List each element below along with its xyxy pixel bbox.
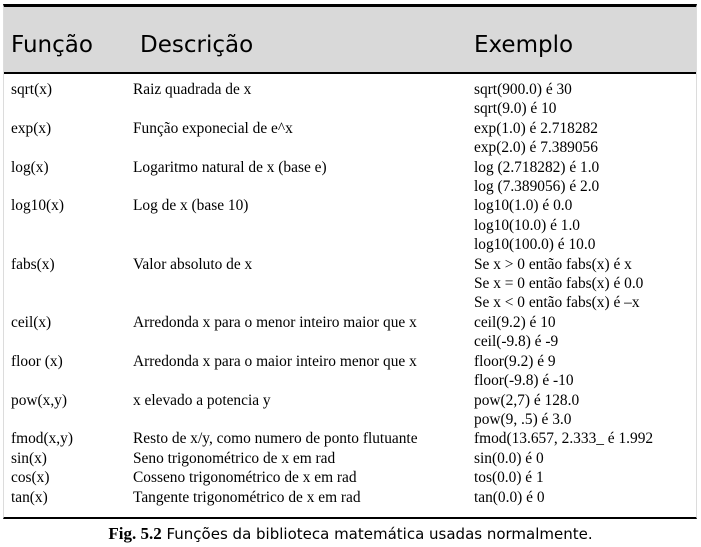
table-row: cos(x) Cosseno trigonométrico de x em rad… — [4, 468, 696, 487]
example-cell: exp(1.0) é 2.718282 exp(2.0) é 7.389056 — [467, 119, 696, 158]
example-cell: log10(1.0) é 0.0 log10(10.0) é 1.0 log10(1… — [467, 196, 696, 254]
function-cell: sin(x) — [11, 449, 47, 467]
table-body: sqrt(x) Raiz quadrada de x sqrt(900.0) é 3… — [4, 74, 696, 517]
math-functions-table: Função Descrição Exemplo sqrt(x) Raiz qua… — [3, 4, 697, 519]
function-cell: log(x) — [11, 158, 49, 176]
description-cell: Seno trigonométrico de x em rad — [133, 449, 336, 467]
caption-text: Funções da biblioteca matemática usadas … — [161, 525, 593, 543]
function-cell: log10(x) — [11, 197, 65, 215]
example-line: tos(0.0) é 1 — [474, 469, 544, 487]
table-row: fmod(x,y) Resto de x/y, como numero de po… — [4, 429, 696, 448]
example-line: log (2.718282) é 1.0 — [474, 158, 600, 176]
example-line: log (7.389056) é 2.0 — [474, 178, 600, 196]
function-cell: floor (x) — [11, 352, 63, 370]
example-line: log10(100.0) é 10.0 — [474, 236, 596, 254]
example-line: sin(0.0) é 0 — [474, 449, 544, 467]
example-line: floor(-9.8) é -10 — [474, 372, 574, 390]
example-cell: tos(0.0) é 1 — [467, 468, 696, 487]
table-row: fabs(x) Valor absoluto de x Se x > 0 então… — [4, 255, 696, 313]
example-line: pow(9, .5) é 3.0 — [474, 410, 572, 428]
example-line: Se x < 0 então fabs(x) é –x — [474, 294, 640, 312]
example-line: floor(9.2) é 9 — [474, 352, 556, 370]
example-cell: Se x > 0 então fabs(x) é x Se x = 0 então… — [467, 255, 696, 313]
function-cell: exp(x) — [11, 119, 52, 137]
function-cell: tan(x) — [11, 488, 48, 506]
example-line: tan(0.0) é 0 — [474, 488, 545, 506]
table-row: log10(x) Log de x (base 10) log10(1.0) é 0… — [4, 196, 696, 254]
table-row: log(x) Logaritmo natural de x (base e) log… — [4, 158, 696, 197]
description-cell: Tangente trigonométrico de x em rad — [133, 488, 361, 506]
example-line: pow(2,7) é 128.0 — [474, 391, 580, 409]
description-cell: Arredonda x para o maior inteiro menor q… — [133, 352, 417, 370]
description-cell: Logaritmo natural de x (base e) — [133, 158, 327, 176]
example-line: sqrt(900.0) é 30 — [474, 81, 572, 98]
description-cell: Valor absoluto de x — [133, 255, 253, 273]
example-cell: pow(2,7) é 128.0 pow(9, .5) é 3.0 — [467, 391, 696, 430]
example-line: ceil(-9.8) é -9 — [474, 333, 559, 351]
function-cell: pow(x,y) — [11, 391, 67, 409]
example-line: log10(1.0) é 0.0 — [474, 197, 573, 215]
example-cell: ceil(9.2) é 10 ceil(-9.8) é -9 — [467, 313, 696, 352]
figure-caption: Fig. 5.2 Funções da biblioteca matemátic… — [0, 524, 701, 544]
function-cell: ceil(x) — [11, 313, 52, 331]
header-description: Descrição — [140, 32, 254, 58]
caption-label: Fig. 5.2 — [108, 524, 162, 543]
example-line: fmod(13.657, 2.333_ é 1.992 — [474, 430, 654, 448]
example-line: sqrt(9.0) é 10 — [474, 100, 557, 118]
example-cell: sin(0.0) é 0 — [467, 449, 696, 468]
example-line: exp(2.0) é 7.389056 — [474, 139, 598, 157]
table-row: sqrt(x) Raiz quadrada de x sqrt(900.0) é 3… — [4, 80, 696, 119]
description-cell: Função exponecial de e^x — [133, 119, 293, 137]
table-header: Função Descrição Exemplo — [4, 7, 696, 74]
description-cell: Resto de x/y, como numero de ponto flutu… — [133, 430, 418, 448]
header-example: Exemplo — [474, 32, 574, 58]
example-line: Se x = 0 então fabs(x) é 0.0 — [474, 275, 644, 293]
description-cell: x elevado a potencia y — [133, 391, 271, 409]
function-cell: sqrt(x) — [11, 81, 53, 98]
example-line: exp(1.0) é 2.718282 — [474, 119, 598, 137]
description-cell: Log de x (base 10) — [133, 197, 249, 215]
function-cell: fmod(x,y) — [11, 430, 73, 448]
function-cell: fabs(x) — [11, 255, 55, 273]
example-line: Se x > 0 então fabs(x) é x — [474, 255, 632, 273]
example-line: log10(10.0) é 1.0 — [474, 216, 581, 234]
description-cell: Arredonda x para o menor inteiro maior q… — [133, 313, 417, 331]
table-row: tan(x) Tangente trigonométrico de x em ra… — [4, 488, 696, 507]
table-row: ceil(x) Arredonda x para o menor inteiro … — [4, 313, 696, 352]
description-cell: Raiz quadrada de x — [133, 81, 252, 98]
example-cell: sqrt(900.0) é 30 sqrt(9.0) é 10 — [467, 80, 696, 119]
example-cell: tan(0.0) é 0 — [467, 488, 696, 507]
example-line: ceil(9.2) é 10 — [474, 313, 556, 331]
table-row: sin(x) Seno trigonométrico de x em rad sin… — [4, 449, 696, 468]
table-row: exp(x) Função exponecial de e^x exp(1.0) é… — [4, 119, 696, 158]
header-function: Função — [11, 32, 93, 58]
example-cell: log (2.718282) é 1.0 log (7.389056) é 2.0 — [467, 158, 696, 197]
description-cell: Cosseno trigonométrico de x em rad — [133, 469, 357, 487]
function-cell: cos(x) — [11, 469, 50, 487]
example-cell: fmod(13.657, 2.333_ é 1.992 — [467, 429, 696, 448]
table-row: pow(x,y) x elevado a potencia y pow(2,7) é… — [4, 391, 696, 430]
example-cell: floor(9.2) é 9 floor(-9.8) é -10 — [467, 352, 696, 391]
table-row: floor (x) Arredonda x para o maior inteir… — [4, 352, 696, 391]
